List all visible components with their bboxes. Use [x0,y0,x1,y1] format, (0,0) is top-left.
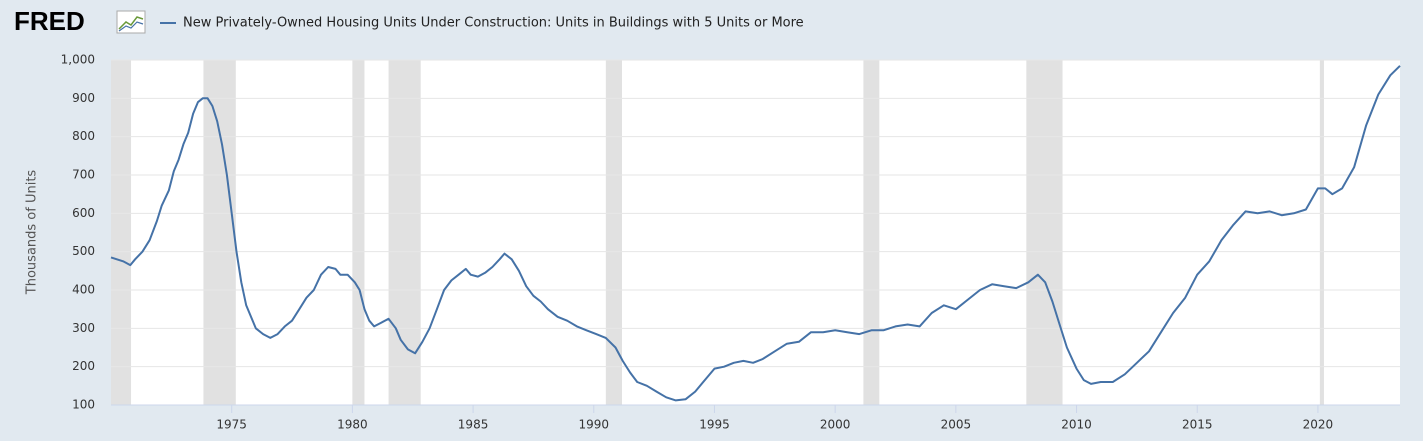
y-tick-label: 300 [72,321,95,335]
recession-band [605,60,623,405]
x-tick-label: 1990 [578,418,609,432]
y-tick-label: 900 [72,91,95,105]
series-line [110,65,1401,402]
recession-band [388,60,421,405]
x-tick-label: 2020 [1303,418,1334,432]
logo: FRED [14,6,85,36]
x-tick-label: 1980 [337,418,368,432]
x-tick-label: 2000 [820,418,851,432]
y-axis-label: Thousands of Units [25,170,40,296]
plot-area [111,60,1400,405]
recession-band [1026,60,1063,405]
legend-label: New Privately-Owned Housing Units Under … [183,16,804,31]
recession-band [203,60,236,405]
logo-icon [116,10,146,34]
recession-band [863,60,880,405]
y-tick-label: 100 [72,398,95,412]
x-tick-label: 2005 [941,418,972,432]
y-tick-label: 800 [72,129,95,143]
x-tick-label: 2015 [1182,418,1213,432]
y-tick-label: 200 [72,359,95,373]
x-tick-label: 1975 [216,418,247,432]
y-tick-label: 700 [72,168,95,182]
recession-band [1319,60,1324,405]
x-tick-label: 1985 [458,418,489,432]
recession-band [111,60,132,405]
y-tick-label: 1,000 [61,53,95,67]
y-tick-label: 400 [72,283,95,297]
recession-band [352,60,365,405]
x-tick-label: 2010 [1061,418,1092,432]
y-tick-label: 600 [72,206,95,220]
y-tick-label: 500 [72,244,95,258]
x-tick-label: 1995 [699,418,730,432]
